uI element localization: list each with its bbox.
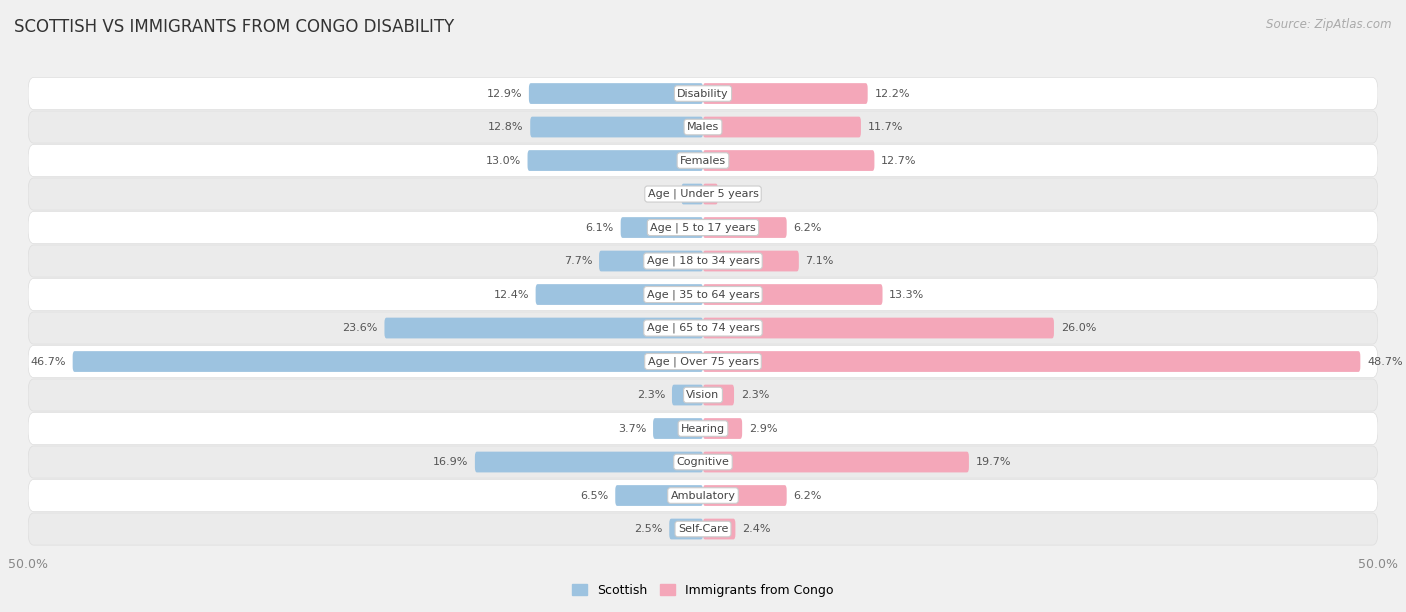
FancyBboxPatch shape bbox=[28, 212, 1378, 244]
Text: Males: Males bbox=[688, 122, 718, 132]
Text: Age | Under 5 years: Age | Under 5 years bbox=[648, 188, 758, 200]
FancyBboxPatch shape bbox=[703, 184, 718, 204]
FancyBboxPatch shape bbox=[28, 513, 1378, 545]
FancyBboxPatch shape bbox=[28, 479, 1378, 512]
Text: 2.3%: 2.3% bbox=[637, 390, 665, 400]
Text: 2.5%: 2.5% bbox=[634, 524, 662, 534]
FancyBboxPatch shape bbox=[28, 245, 1378, 277]
Text: 48.7%: 48.7% bbox=[1367, 357, 1403, 367]
Text: 3.7%: 3.7% bbox=[617, 424, 647, 433]
Text: 6.2%: 6.2% bbox=[793, 491, 823, 501]
Text: 16.9%: 16.9% bbox=[433, 457, 468, 467]
FancyBboxPatch shape bbox=[703, 318, 1054, 338]
FancyBboxPatch shape bbox=[703, 251, 799, 271]
Text: 6.2%: 6.2% bbox=[793, 223, 823, 233]
Text: 7.1%: 7.1% bbox=[806, 256, 834, 266]
FancyBboxPatch shape bbox=[28, 446, 1378, 478]
FancyBboxPatch shape bbox=[703, 217, 787, 238]
FancyBboxPatch shape bbox=[672, 385, 703, 405]
Text: 7.7%: 7.7% bbox=[564, 256, 592, 266]
Text: 12.9%: 12.9% bbox=[486, 89, 522, 99]
Text: Age | 5 to 17 years: Age | 5 to 17 years bbox=[650, 222, 756, 233]
FancyBboxPatch shape bbox=[703, 518, 735, 539]
Text: Age | 35 to 64 years: Age | 35 to 64 years bbox=[647, 289, 759, 300]
Text: 2.9%: 2.9% bbox=[749, 424, 778, 433]
Text: Age | 18 to 34 years: Age | 18 to 34 years bbox=[647, 256, 759, 266]
Text: 23.6%: 23.6% bbox=[342, 323, 378, 333]
Text: 12.2%: 12.2% bbox=[875, 89, 910, 99]
FancyBboxPatch shape bbox=[28, 178, 1378, 210]
FancyBboxPatch shape bbox=[703, 117, 860, 138]
Text: Age | 65 to 74 years: Age | 65 to 74 years bbox=[647, 323, 759, 334]
Text: 13.0%: 13.0% bbox=[485, 155, 520, 165]
FancyBboxPatch shape bbox=[530, 117, 703, 138]
Text: 26.0%: 26.0% bbox=[1060, 323, 1097, 333]
Text: Age | Over 75 years: Age | Over 75 years bbox=[648, 356, 758, 367]
FancyBboxPatch shape bbox=[703, 83, 868, 104]
Text: 46.7%: 46.7% bbox=[31, 357, 66, 367]
Text: 19.7%: 19.7% bbox=[976, 457, 1011, 467]
Text: Cognitive: Cognitive bbox=[676, 457, 730, 467]
FancyBboxPatch shape bbox=[703, 351, 1361, 372]
FancyBboxPatch shape bbox=[536, 284, 703, 305]
Text: 13.3%: 13.3% bbox=[889, 289, 925, 299]
Text: Vision: Vision bbox=[686, 390, 720, 400]
FancyBboxPatch shape bbox=[703, 385, 734, 405]
FancyBboxPatch shape bbox=[703, 418, 742, 439]
Text: 11.7%: 11.7% bbox=[868, 122, 903, 132]
FancyBboxPatch shape bbox=[703, 150, 875, 171]
FancyBboxPatch shape bbox=[28, 144, 1378, 177]
FancyBboxPatch shape bbox=[669, 518, 703, 539]
Text: Hearing: Hearing bbox=[681, 424, 725, 433]
FancyBboxPatch shape bbox=[28, 111, 1378, 143]
FancyBboxPatch shape bbox=[28, 312, 1378, 344]
Text: 12.7%: 12.7% bbox=[882, 155, 917, 165]
FancyBboxPatch shape bbox=[652, 418, 703, 439]
Text: 2.4%: 2.4% bbox=[742, 524, 770, 534]
FancyBboxPatch shape bbox=[475, 452, 703, 472]
Legend: Scottish, Immigrants from Congo: Scottish, Immigrants from Congo bbox=[568, 579, 838, 602]
FancyBboxPatch shape bbox=[73, 351, 703, 372]
FancyBboxPatch shape bbox=[384, 318, 703, 338]
FancyBboxPatch shape bbox=[703, 284, 883, 305]
FancyBboxPatch shape bbox=[529, 83, 703, 104]
Text: 1.1%: 1.1% bbox=[724, 189, 752, 199]
FancyBboxPatch shape bbox=[703, 485, 787, 506]
FancyBboxPatch shape bbox=[616, 485, 703, 506]
Text: Source: ZipAtlas.com: Source: ZipAtlas.com bbox=[1267, 18, 1392, 31]
FancyBboxPatch shape bbox=[620, 217, 703, 238]
Text: 1.6%: 1.6% bbox=[647, 189, 675, 199]
Text: 2.3%: 2.3% bbox=[741, 390, 769, 400]
Text: 6.5%: 6.5% bbox=[581, 491, 609, 501]
Text: SCOTTISH VS IMMIGRANTS FROM CONGO DISABILITY: SCOTTISH VS IMMIGRANTS FROM CONGO DISABI… bbox=[14, 18, 454, 36]
FancyBboxPatch shape bbox=[28, 379, 1378, 411]
Text: Self-Care: Self-Care bbox=[678, 524, 728, 534]
Text: 12.4%: 12.4% bbox=[494, 289, 529, 299]
Text: Disability: Disability bbox=[678, 89, 728, 99]
Text: 12.8%: 12.8% bbox=[488, 122, 523, 132]
Text: 6.1%: 6.1% bbox=[586, 223, 614, 233]
FancyBboxPatch shape bbox=[28, 78, 1378, 110]
FancyBboxPatch shape bbox=[28, 412, 1378, 444]
FancyBboxPatch shape bbox=[28, 278, 1378, 311]
FancyBboxPatch shape bbox=[703, 452, 969, 472]
FancyBboxPatch shape bbox=[599, 251, 703, 271]
Text: Females: Females bbox=[681, 155, 725, 165]
FancyBboxPatch shape bbox=[527, 150, 703, 171]
FancyBboxPatch shape bbox=[28, 345, 1378, 378]
FancyBboxPatch shape bbox=[682, 184, 703, 204]
Text: Ambulatory: Ambulatory bbox=[671, 491, 735, 501]
